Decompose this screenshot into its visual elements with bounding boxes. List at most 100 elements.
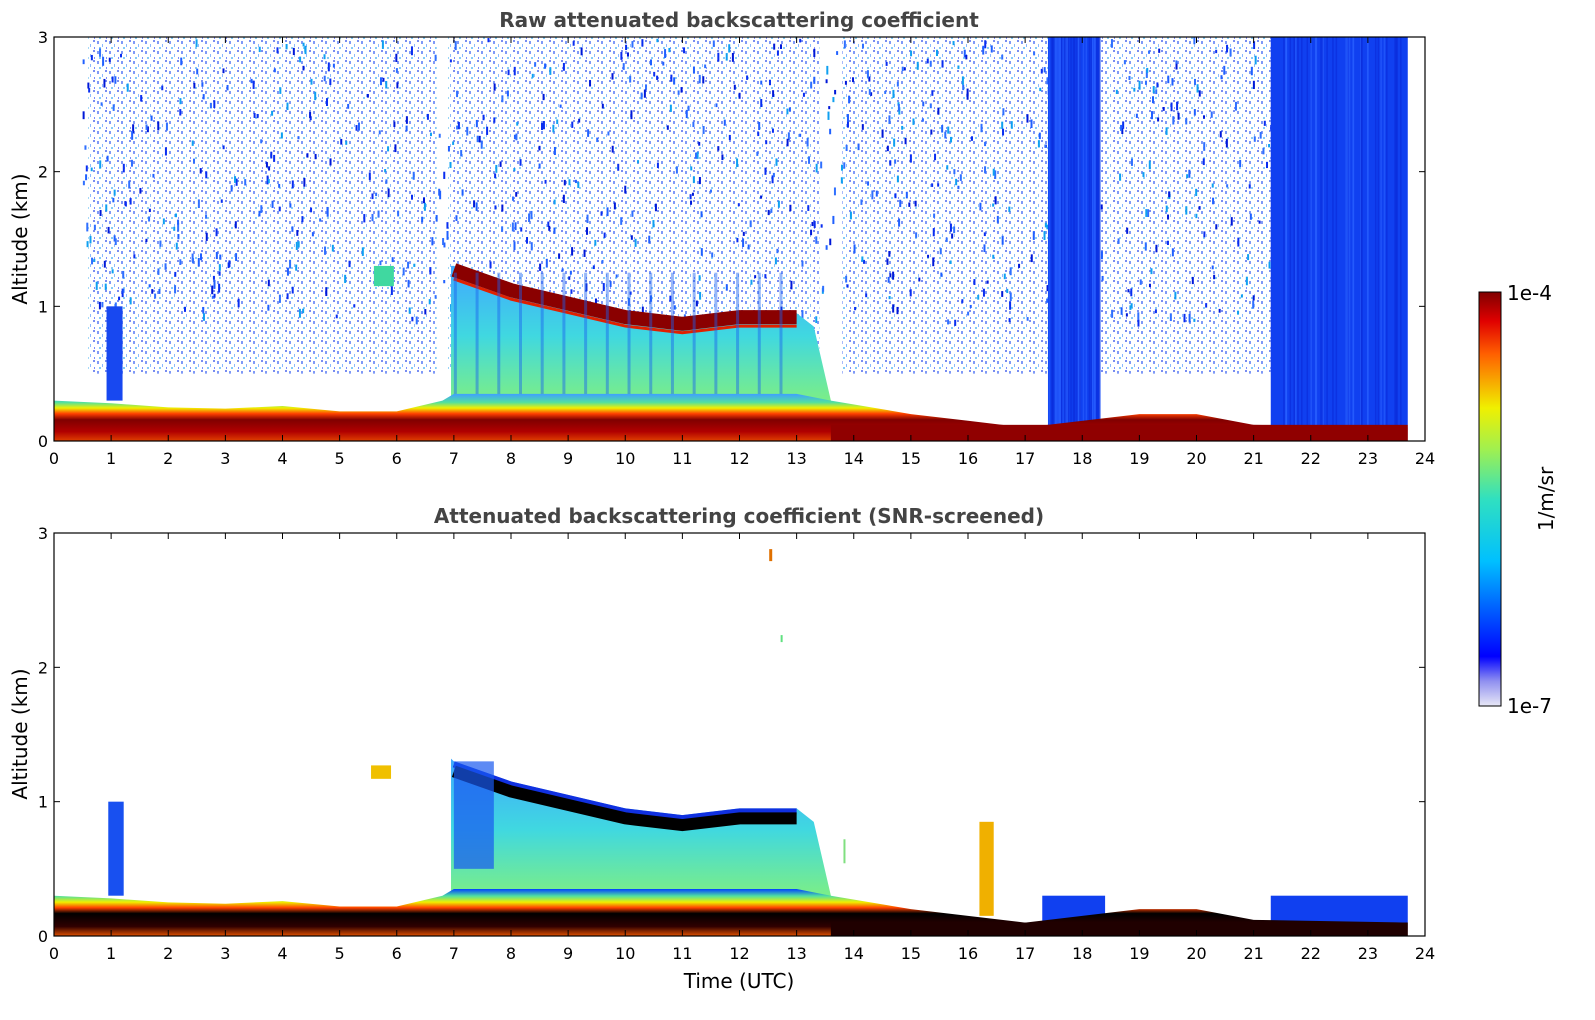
noise-speck [777,200,780,208]
noise-speck [1127,289,1130,293]
x-tick-label: 0 [49,944,59,963]
high-signal-streak [1348,37,1351,441]
x-tick-label: 10 [615,449,635,468]
noise-speck [758,121,761,130]
noise-speck [402,267,405,276]
y-tick-label: 0 [38,432,48,451]
noise-speck [861,43,864,49]
noise-speck [295,264,298,271]
high-signal-streak [1055,37,1057,441]
noise-speck [226,84,229,91]
noise-speck [424,309,427,315]
noise-speck [844,80,847,85]
high-signal-streak [1289,37,1292,441]
noise-speck [813,48,816,58]
high-signal-streak [1053,37,1055,441]
noise-speck [1263,120,1266,126]
noise-speck [728,44,731,53]
noise-speck [1120,124,1123,131]
noise-speck [280,132,283,139]
noise-speck [326,206,329,215]
x-tick-label: 2 [163,449,173,468]
noise-speck [297,241,300,248]
noise-speck [822,285,825,292]
x-tick-label: 20 [1186,449,1206,468]
speck-low [843,839,846,864]
high-signal-streak [1377,37,1380,441]
noise-speck [122,163,125,173]
noise-speck [1196,84,1199,93]
panel-raw-heatmap [54,37,1425,441]
noise-speck [666,125,669,130]
noise-speck [631,210,634,217]
noise-speck [1137,319,1140,327]
noise-speck [90,54,93,61]
high-signal-streak [1054,37,1056,441]
high-signal-streak [1293,37,1295,441]
noise-speck [1046,285,1049,292]
high-signal-streak [1082,37,1085,441]
x-tick-label: 6 [392,944,402,963]
noise-speck [460,150,463,157]
noise-speck [495,164,498,173]
noise-speck [1009,292,1012,302]
noise-speck [413,263,416,267]
colorbar-max-label: 1e-4 [1507,281,1552,305]
noise-speck [733,84,736,90]
noise-speck [953,169,956,175]
noise-speck [990,45,993,53]
noise-speck [407,261,410,269]
noise-speck [325,98,328,106]
noise-speck [114,302,117,310]
noise-speck [302,65,305,71]
noise-speck [443,280,446,284]
x-tick-label: 3 [220,449,230,468]
noise-speck [760,195,763,199]
noise-speck [827,111,830,120]
noise-speck [1146,67,1149,73]
noise-speck [908,202,911,207]
noise-speck [1030,119,1033,129]
noise-speck [148,208,151,213]
noise-speck [892,89,895,98]
y-tick-label: 1 [38,793,48,812]
noise-speck [1234,101,1237,111]
noise-speck [931,90,934,96]
noise-speck [1225,138,1228,148]
noise-speck [728,134,731,141]
noise-speck [395,68,398,73]
noise-speck [862,259,865,264]
noise-speck [961,76,964,85]
x-tick-label: 15 [901,944,921,963]
noise-speck [1030,254,1033,263]
panel-screened: Attenuated backscattering coefficient (S… [8,504,1435,993]
noise-speck [114,238,117,246]
noise-speck [205,214,208,219]
noise-speck [174,271,177,277]
noise-speck [329,158,332,166]
noise-speck [951,233,954,239]
noise-speck [99,160,102,169]
noise-speck [396,82,399,89]
noise-speck [860,199,863,205]
noise-speck [513,241,516,250]
noise-speck [562,194,565,203]
noise-speck [717,52,720,62]
noise-speck [428,299,431,305]
noise-speck [347,103,350,109]
noise-speck [130,159,133,167]
noise-speck [319,218,322,222]
noise-speck [959,174,962,181]
noise-speck [429,132,432,137]
noise-speck [949,223,952,232]
noise-speck [932,257,935,267]
noise-speck [514,222,517,231]
noise-speck [323,54,326,60]
noise-speck [698,177,701,185]
noise-speck [85,174,88,181]
noise-speck [1120,307,1123,315]
noise-speck [846,121,849,128]
cloud-streak [736,272,740,401]
cloud-top-edge-black [451,765,797,832]
noise-speck [572,41,575,46]
